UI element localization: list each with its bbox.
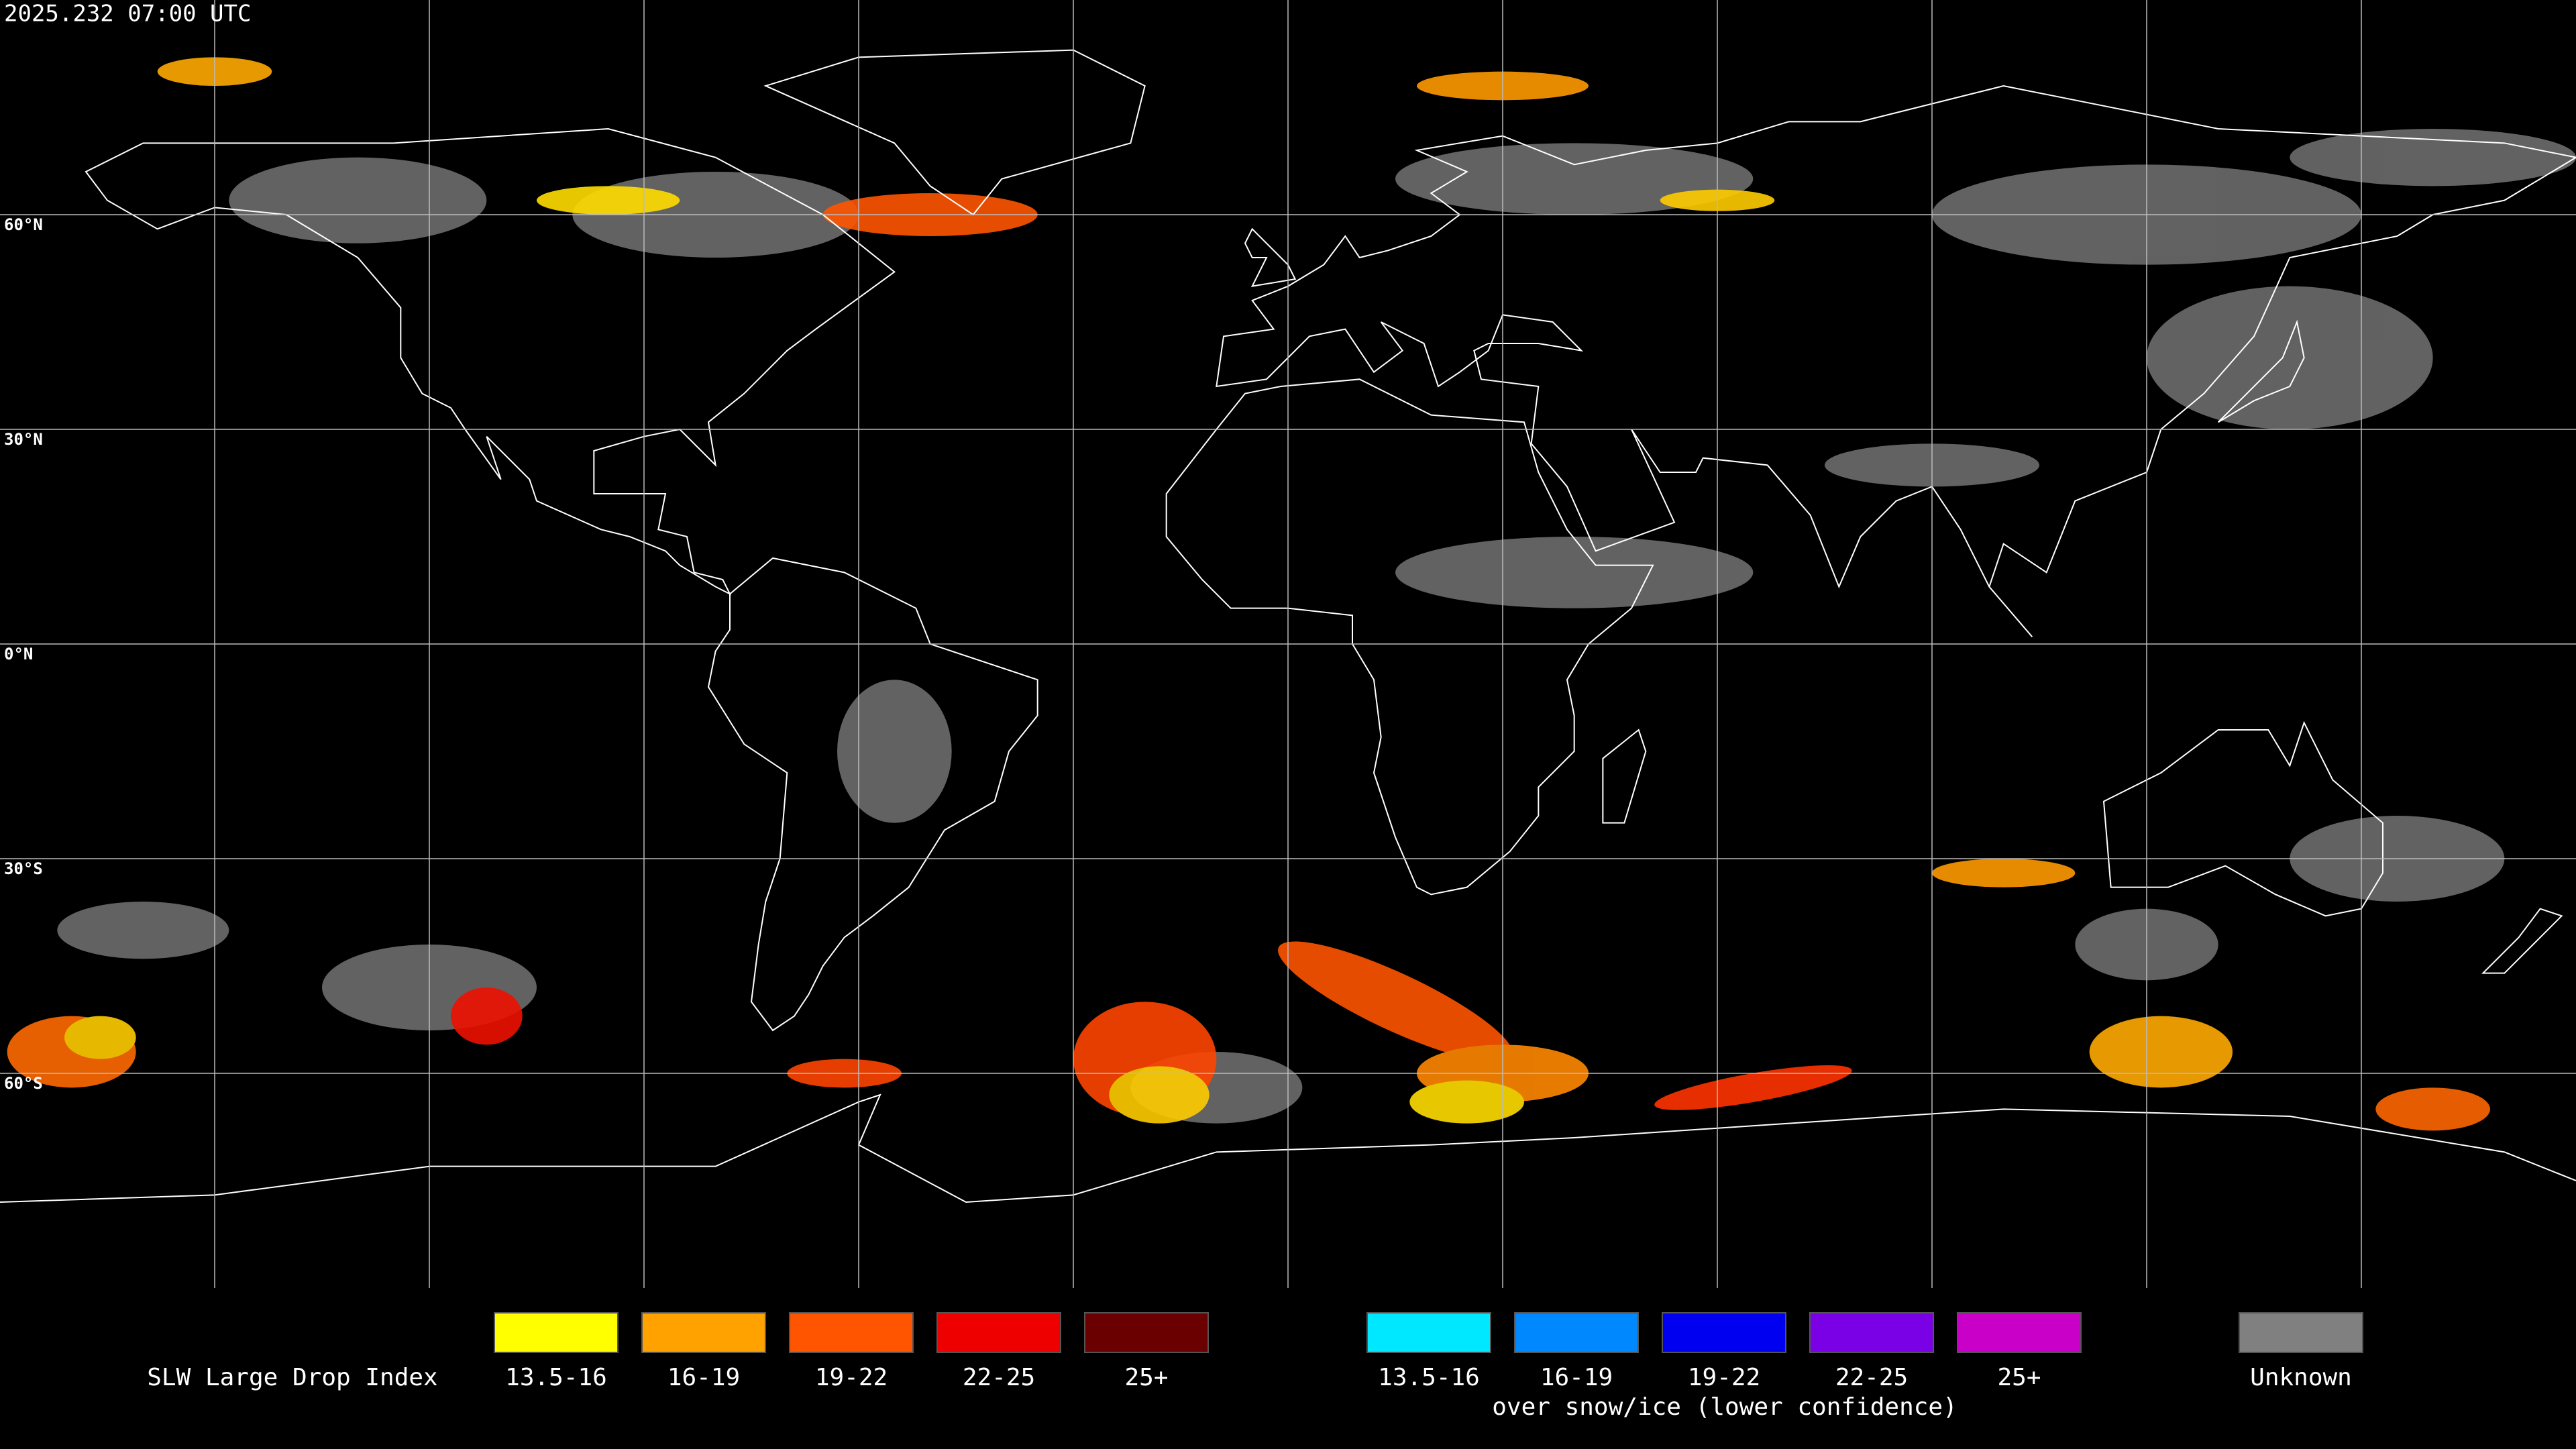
legend-label: 16-19 [667,1364,740,1391]
legend-label: 13.5-16 [1378,1364,1480,1391]
large-drop-clouds [7,57,2491,1131]
legend-label: 19-22 [815,1364,888,1391]
coastline [1216,86,2576,637]
legend-swatch [1514,1312,1639,1353]
map: 60°N 30°N 0°N 30°S 60°S [0,0,2576,1288]
legend-swatch [2239,1312,2363,1353]
coastline [1245,229,1295,286]
coastline [86,129,894,594]
legend-swatch [494,1312,619,1353]
coastline [708,558,1038,1030]
coastline [1167,379,1653,894]
timestamp: 2025.232 07:00 UTC [4,1,251,28]
latitude-label: 60°N [4,215,43,234]
legend-swatch [1957,1312,2082,1353]
legend-swatch [641,1312,766,1353]
coastline [2218,322,2304,422]
coastline [2483,909,2561,973]
legend-label: 16-19 [1540,1364,1613,1391]
legend-swatch [1366,1312,1491,1353]
coastline [1603,730,1646,823]
legend-label: 19-22 [1688,1364,1760,1391]
coastline [2104,722,2383,916]
legend-swatch [789,1312,914,1353]
legend-label: 22-25 [1835,1364,1908,1391]
latitude-label: 0°N [4,645,33,663]
legend-label: 25+ [1997,1364,2041,1391]
legend: SLW Large Drop Index over snow/ice (lowe… [147,1312,2363,1421]
coastline [765,50,1144,215]
legend-label: 13.5-16 [505,1364,607,1391]
legend-swatch [936,1312,1061,1353]
legend-label: 22-25 [963,1364,1035,1391]
legend-label: 25+ [1124,1364,1168,1391]
latitude-label: 30°S [4,859,43,878]
legend-label: Unknown [2250,1364,2352,1391]
latitude-label: 60°S [4,1074,43,1093]
legend-note: over snow/ice (lower confidence) [1492,1393,1957,1421]
legend-swatch [1809,1312,1934,1353]
legend-title: SLW Large Drop Index [147,1364,437,1391]
legend-swatch [1084,1312,1209,1353]
legend-swatch [1662,1312,1786,1353]
graticule: 60°N 30°N 0°N 30°S 60°S [0,0,2576,1288]
latitude-label: 30°N [4,430,43,449]
